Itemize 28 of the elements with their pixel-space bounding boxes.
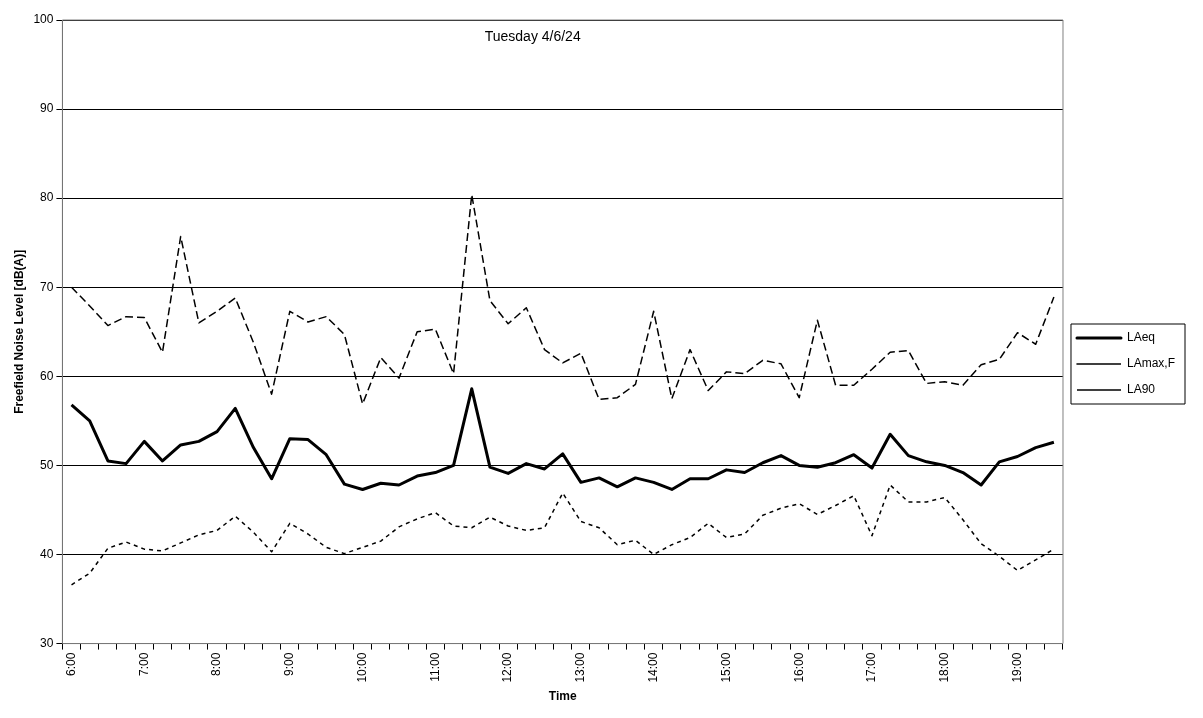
- x-tick-label: 12:00: [500, 652, 515, 683]
- legend-label: LA90: [1126, 382, 1156, 397]
- x-tick-label: 14:00: [645, 652, 660, 683]
- x-tick-label: 15:00: [718, 652, 733, 683]
- y-tick-label: 50: [40, 457, 54, 472]
- x-tick-label: 18:00: [937, 652, 952, 683]
- legend-label: LAmax,F: [1126, 356, 1175, 371]
- y-axis-title: Freefield Noise Level [dB(A)]: [11, 249, 26, 414]
- x-tick-label: 13:00: [573, 652, 588, 683]
- y-tick-label: 80: [40, 190, 54, 205]
- x-tick-label: 9:00: [282, 652, 297, 676]
- y-tick-label: 100: [33, 12, 54, 27]
- legend-label: LAeq: [1126, 330, 1156, 345]
- y-tick-label: 60: [40, 368, 54, 383]
- x-tick-label: 8:00: [209, 652, 224, 676]
- x-tick-label: 17:00: [864, 652, 879, 683]
- y-tick-label: 30: [40, 635, 54, 650]
- y-tick-label: 90: [40, 101, 54, 116]
- x-tick-label: 6:00: [63, 652, 78, 676]
- x-tick-label: 19:00: [1009, 652, 1024, 683]
- x-tick-label: 16:00: [791, 652, 806, 683]
- x-tick-label: 11:00: [427, 652, 442, 682]
- text: Tuesday 4/6/24: [484, 27, 581, 44]
- x-axis-title: Time: [548, 689, 577, 704]
- y-tick-label: 40: [40, 546, 54, 561]
- x-tick-label: 10:00: [354, 652, 369, 683]
- y-tick-label: 70: [40, 279, 54, 294]
- x-tick-label: 7:00: [136, 652, 151, 676]
